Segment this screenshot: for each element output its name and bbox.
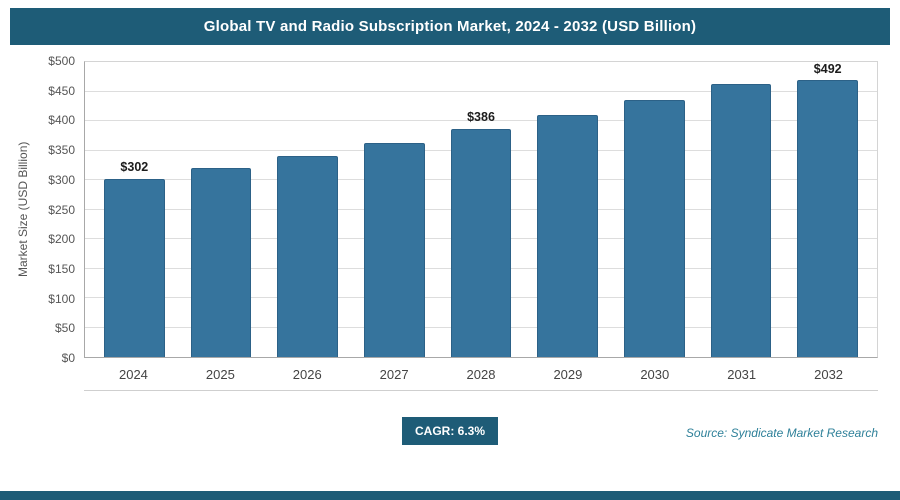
x-tick-label: 2029: [553, 367, 583, 382]
y-tick-label: $200: [48, 232, 75, 247]
bar: [190, 167, 252, 357]
chart-title-bar: Global TV and Radio Subscription Market,…: [10, 8, 890, 45]
bar-column: [178, 62, 265, 357]
bar-value-label: $492: [813, 62, 842, 76]
plot-area: $302 $386 $492: [84, 61, 878, 358]
y-axis: $0 $50 $100 $150 $200 $250 $300 $350 $400 $450 $50…: [32, 54, 84, 365]
y-tick-label: $350: [48, 143, 75, 158]
bar-column: $492: [784, 62, 871, 357]
x-tick-label: 2032: [814, 367, 844, 382]
x-axis: 2024 2025 2026 2027 2028 2029 2030 2031 2032: [84, 358, 878, 391]
bar-column: [524, 62, 611, 357]
bar-column: [611, 62, 698, 357]
cagr-badge: CAGR: 6.3%: [401, 417, 499, 445]
y-tick-label: $0: [61, 351, 75, 365]
x-tick-label: 2025: [205, 367, 235, 382]
gridline: [85, 120, 877, 121]
y-tick-label: $150: [48, 261, 75, 276]
bar: [537, 115, 599, 357]
bar: [277, 155, 338, 357]
y-tick-label: $500: [48, 54, 75, 68]
bar-column: $302: [91, 62, 178, 357]
y-tick-label: $50: [54, 321, 75, 336]
bar-column: [351, 62, 438, 357]
chart: Market Size (USD Billion) $0 $50 $100 $150 $…: [14, 54, 878, 391]
bottom-accent-strip: [0, 491, 900, 500]
chart-footer: CAGR: 6.3% Source: Syndicate Market Rese…: [22, 417, 878, 447]
bar-series: $302 $386 $492: [85, 62, 877, 357]
bar-column: [264, 62, 351, 357]
bar-value-label: $386: [467, 110, 495, 125]
y-tick-label: $250: [48, 202, 75, 217]
x-tick-label: 2028: [466, 367, 496, 382]
x-tick-label: 2027: [379, 367, 409, 382]
x-tick-label: 2026: [292, 367, 322, 382]
bar: [710, 83, 772, 357]
bar-value-label: $302: [120, 159, 149, 174]
gridline: [85, 90, 877, 92]
x-tick-label: 2031: [727, 367, 757, 382]
y-tick-label: $300: [48, 172, 75, 187]
bar: [797, 80, 859, 357]
y-tick-label: $450: [48, 83, 75, 98]
y-tick-label: $400: [48, 113, 75, 128]
bar: [364, 142, 425, 357]
x-tick-label: 2030: [640, 367, 670, 382]
bar-column: [698, 62, 785, 357]
chart-title: Global TV and Radio Subscription Market,…: [203, 18, 697, 35]
bar-column: $386: [438, 62, 525, 357]
bar: [450, 129, 512, 357]
bar: [624, 99, 685, 357]
y-tick-label: $100: [48, 291, 75, 306]
bar: [104, 178, 165, 357]
x-tick-label: 2024: [118, 367, 148, 382]
source-text: Source: Syndicate Market Research: [685, 426, 878, 440]
y-axis-title: Market Size (USD Billion): [16, 141, 30, 278]
